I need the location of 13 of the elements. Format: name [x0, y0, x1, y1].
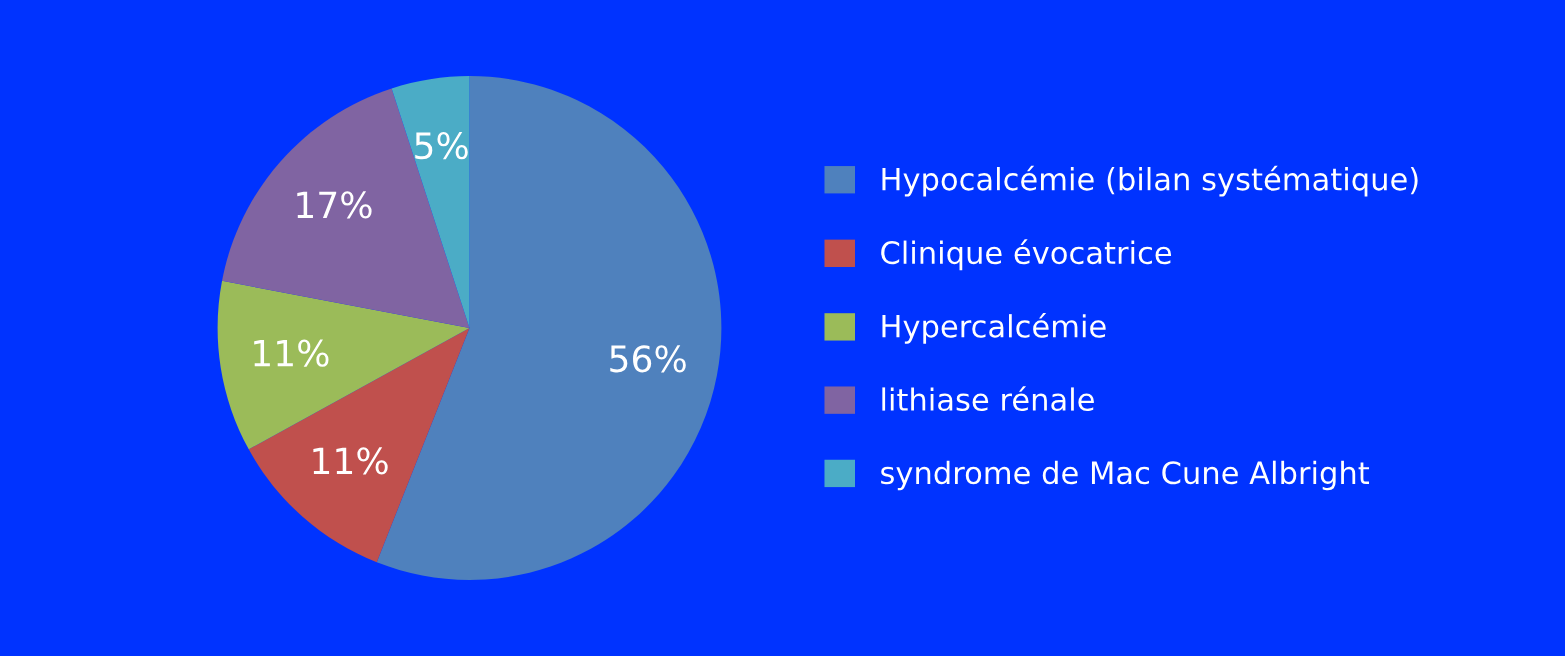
- legend-label: Hypocalcémie (bilan systématique): [882, 165, 1418, 197]
- legend-label: Clinique évocatrice: [881, 239, 1172, 271]
- data-label: 56%: [610, 345, 686, 373]
- legend-label: syndrome de Mac Cune Albright: [881, 460, 1370, 491]
- data-label: 11%: [254, 339, 329, 367]
- legend-label: lithiase rénale: [882, 386, 1094, 412]
- data-label: 11%: [313, 447, 388, 475]
- pie-slice: [222, 88, 470, 328]
- legend-label: Hypercalcémie: [882, 312, 1106, 344]
- pie-slice: [248, 328, 470, 563]
- data-label: 5%: [415, 132, 468, 160]
- pie-slice: [391, 76, 470, 328]
- data-label: 17%: [297, 191, 372, 219]
